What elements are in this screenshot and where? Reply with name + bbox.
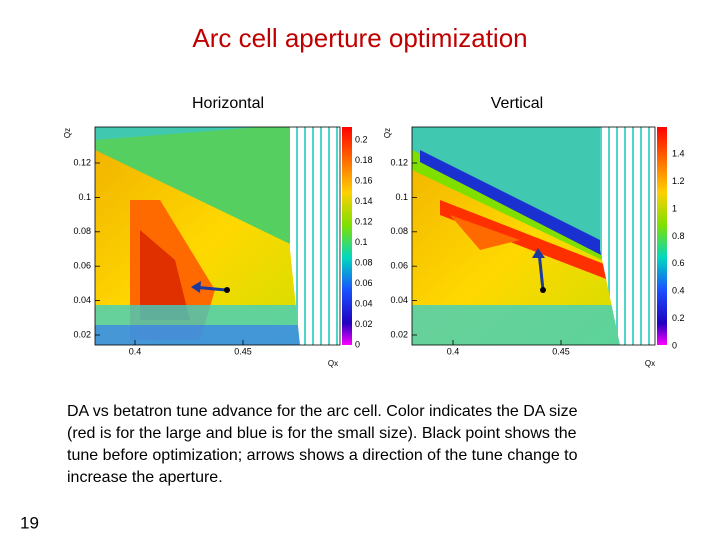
slide-title: Arc cell aperture optimization <box>192 23 527 53</box>
y-tick-label: 0.04 <box>390 295 408 305</box>
y-tick-label: 0.08 <box>73 226 91 236</box>
colorbar-tick-label: 0.8 <box>672 231 685 241</box>
colorbar-tick-label: 0.02 <box>355 319 373 329</box>
x-tick-label: 0.4 <box>447 346 460 356</box>
caption-line: increase the aperture. <box>67 469 223 486</box>
y-tick-label: 0.02 <box>73 329 91 339</box>
y-tick-label: 0.02 <box>390 329 408 339</box>
colorbar-tick-label: 0 <box>672 340 677 350</box>
colorbar-tick-label: 0.16 <box>355 175 373 185</box>
y-axis-label: Qz <box>63 128 72 138</box>
caption-line: DA vs betatron tune advance for the arc … <box>67 403 578 420</box>
heatmap-horizontal <box>95 127 340 345</box>
y-tick-label: 0.06 <box>73 261 91 271</box>
colorbar-tick-label: 0.1 <box>355 237 368 247</box>
x-tick-label: 0.45 <box>552 346 570 356</box>
y-tick-label: 0.06 <box>390 261 408 271</box>
colorbar-tick-label: 0.08 <box>355 257 373 267</box>
y-tick-label: 0.04 <box>73 295 91 305</box>
panel-label: Horizontal <box>192 95 264 112</box>
colorbar-tick-label: 0.18 <box>355 155 373 165</box>
colorbar-tick-label: 0.2 <box>355 134 368 144</box>
colorbar-tick-label: 0.06 <box>355 278 373 288</box>
colorbar-tick-label: 0.2 <box>672 313 685 323</box>
y-tick-label: 0.12 <box>390 157 408 167</box>
y-tick-label: 0.08 <box>390 226 408 236</box>
x-tick-label: 0.4 <box>129 346 142 356</box>
colorbar-tick-label: 0.14 <box>355 196 373 206</box>
caption-line: tune before optimization; arrows shows a… <box>67 447 578 464</box>
x-axis-label: Qx <box>645 359 655 368</box>
colorbar-tick-label: 0 <box>355 339 360 349</box>
colorbar-tick-label: 0.6 <box>672 258 685 268</box>
colorbar-tick-label: 1.2 <box>672 176 685 186</box>
y-tick-label: 0.1 <box>395 192 408 202</box>
colorbar-tick-label: 0.12 <box>355 216 373 226</box>
colorbar-tick-label: 1 <box>672 203 677 213</box>
page-number: 19 <box>20 513 39 532</box>
colorbar-tick-label: 0.04 <box>355 298 373 308</box>
y-axis-label: Qz <box>383 128 392 138</box>
heatmap-vertical <box>412 127 655 345</box>
colorbar-tick-label: 0.4 <box>672 286 685 296</box>
y-tick-label: 0.1 <box>78 192 91 202</box>
colorbar-tick-label: 1.4 <box>672 149 685 159</box>
panel-label: Vertical <box>491 95 543 112</box>
x-tick-label: 0.45 <box>234 346 252 356</box>
y-tick-label: 0.12 <box>73 157 91 167</box>
caption-line: (red is for the large and blue is for th… <box>67 425 577 442</box>
x-axis-label: Qx <box>328 359 338 368</box>
